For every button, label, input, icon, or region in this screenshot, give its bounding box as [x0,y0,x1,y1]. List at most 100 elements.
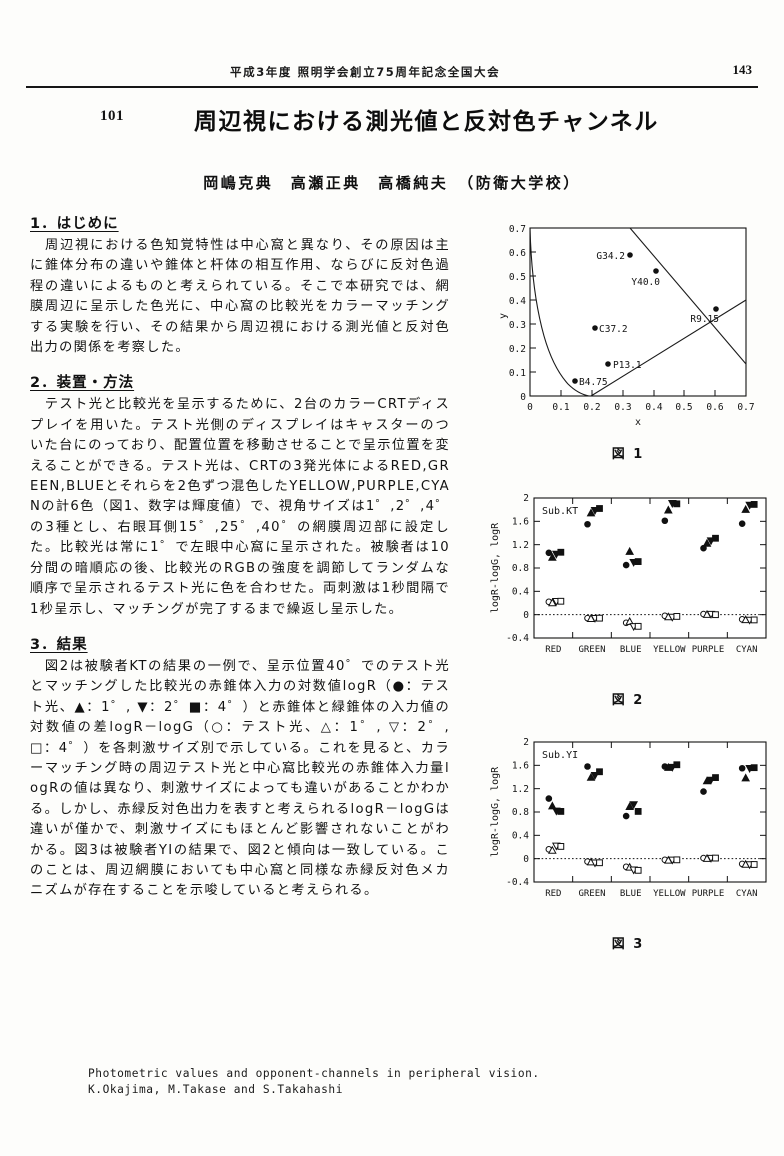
y-tick-label: 1.6 [512,761,529,772]
y-tick-label: 0.8 [512,807,529,818]
data-point [741,504,751,513]
data-label-G34: G34.2 [596,251,625,262]
svg-text:0.7: 0.7 [509,224,526,235]
data-point [750,764,758,772]
x-tick-label: PURPLE [692,889,725,899]
svg-text:0.3: 0.3 [614,402,631,413]
x-tick-label: YELLOW [653,645,686,655]
data-point-R9 [713,306,719,312]
author-list: 岡嶋克典 高瀬正典 高橋純夫 （防衛大学校） [203,174,581,192]
conference-title: 平成3年度 照明学会創立75周年記念全国大会 [230,65,501,79]
x-tick-label: PURPLE [692,645,725,655]
body-column: 1．はじめに 周辺視における色知覚特性は中心窩と異なり、その原因は主に錐体分布の… [30,212,450,915]
data-point [663,505,673,514]
data-point [557,843,565,850]
footnote-line-1: Photometric values and opponent-channels… [88,1067,540,1080]
data-point [673,856,681,864]
chart-title: Sub.YI [542,750,578,761]
y-tick-label: 0 [523,854,529,865]
data-point [629,801,639,810]
x-axis-label: x [635,417,641,428]
svg-text:0.2: 0.2 [583,402,600,413]
data-point [557,548,565,556]
data-label-C37: C37.2 [599,324,628,335]
data-point [712,534,719,542]
data-points: G34.2 Y40.0 R9.15 C37.2 P13.1 B4.75 [572,251,719,388]
plot-frame [533,741,767,883]
data-point [634,866,642,874]
figure-2: -0.4 0 0.4 0.8 1.2 1.6 2 Sub.KT logR-logG, logR R… [478,486,778,708]
data-point [584,763,591,770]
svg-text:0.7: 0.7 [737,402,754,413]
svg-text:0.4: 0.4 [509,296,526,307]
data-point [596,859,603,867]
data-point [673,613,681,620]
data-point [557,808,565,815]
spectral-locus [529,227,590,397]
data-point [547,845,557,854]
y-tick-label: 1.6 [512,517,529,528]
y-tick-label: 0.4 [512,587,529,598]
section-heading: 1．はじめに [30,216,119,232]
data-point-B4 [572,378,578,384]
data-point [547,598,557,607]
y-axis-label: y [498,313,509,319]
section-body: テスト光と比較光を呈示するために、2台のカラーCRTディスプレイを用いた。テスト… [30,397,465,617]
data-point-C37 [592,325,598,331]
section-method: 2．装置・方法 テスト光と比較光を呈示するために、2台のカラーCRTディスプレイ… [30,371,450,619]
x-tick-label: RED [545,645,561,655]
y-tick-label: 0 [523,610,529,621]
data-point [634,558,642,565]
data-point [547,552,557,561]
data-point [634,808,642,815]
x-tick-marks [560,390,716,396]
y-tick-label: 0.4 [512,831,529,842]
x-tick-label: BLUE [620,645,642,655]
gamut-edge-blue-red [590,299,747,397]
chart-title: Sub.KT [542,506,578,517]
figure-column: 0.7 0.6 0.5 0.4 0.3 0.2 0.1 0 [478,218,778,958]
data-point [545,795,553,802]
data-point [750,501,758,508]
data-point-P13 [605,361,611,367]
footnote-line-2: K.Okajima, M.Takase and S.Takahashi [88,1083,343,1096]
x-tick-label: GREEN [578,645,605,655]
section-heading: 3．結果 [30,636,88,653]
y-tick-marks [530,227,536,373]
figure-caption: 図 2 [611,693,645,708]
data-point [622,561,630,569]
header-rule [26,86,758,88]
data-point [586,508,596,517]
data-point [741,773,751,782]
data-point-G34 [627,252,633,258]
data-label-Y40: Y40.0 [631,277,660,288]
svg-text:0.3: 0.3 [509,320,526,331]
y-tick-label: 2 [523,737,529,748]
section-results: 3．結果 図2は被験者KTの結果の一例で、呈示位置40゜でのテスト光とマッチング… [30,633,450,902]
x-tick-label: RED [545,889,561,899]
data-point [547,801,557,810]
svg-text:0.1: 0.1 [509,368,526,379]
data-label-P13: P13.1 [613,360,642,371]
data-point [712,611,719,619]
x-tick-label: YELLOW [653,889,686,899]
page-title: 周辺視における測光値と反対色チャンネル [194,109,659,135]
x-tick-label: CYAN [736,889,758,899]
gamut-edge-green-red [629,227,747,365]
figure-3: -0.4 0 0.4 0.8 1.2 1.6 2 Sub.YI logR-logG, logR R… [478,730,778,952]
svg-text:0.5: 0.5 [675,402,692,413]
plot-frame [533,497,767,639]
data-point [750,861,758,868]
data-label-R9: R9.15 [690,314,719,325]
section-heading: 2．装置・方法 [30,375,135,392]
svg-text:0: 0 [520,392,526,403]
data-point [596,614,603,622]
svg-text:0.4: 0.4 [645,402,662,413]
data-point-Y40 [653,268,659,274]
data-point [557,597,565,605]
y-tick-label: 1.2 [512,540,529,551]
svg-text:0.2: 0.2 [509,344,526,355]
y-tick-label: -0.4 [506,877,529,888]
data-point [673,761,681,769]
data-point [625,802,635,810]
